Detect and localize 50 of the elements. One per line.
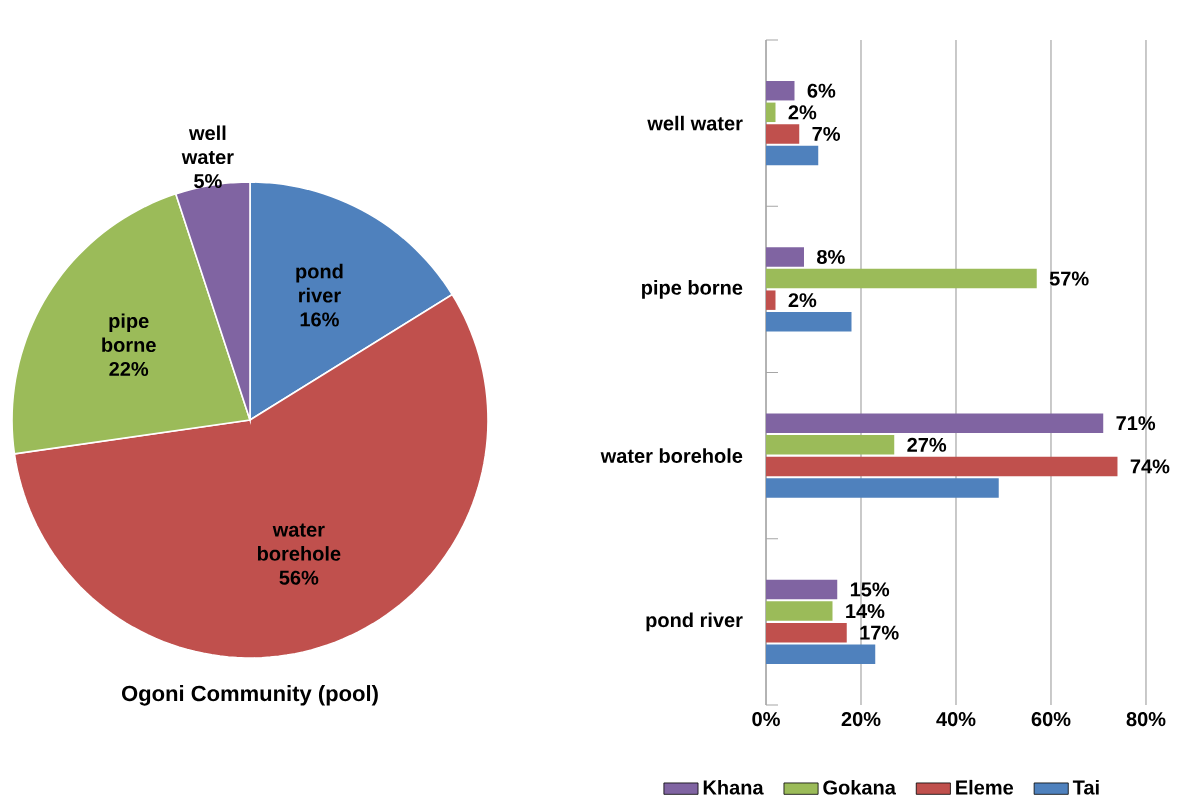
x-tick-label: 60% bbox=[1031, 711, 1071, 727]
bar bbox=[766, 601, 833, 621]
legend-label: Khana bbox=[703, 779, 764, 795]
legend-label: Eleme bbox=[956, 779, 1014, 795]
data-label: 74% bbox=[1130, 459, 1170, 474]
bar bbox=[766, 124, 800, 144]
data-label: 15% bbox=[850, 582, 890, 597]
data-label: 71% bbox=[1116, 415, 1156, 431]
data-label: 14% bbox=[846, 603, 885, 618]
data-label: 7% bbox=[812, 126, 841, 141]
text: Ogoni Community (pool) bbox=[121, 684, 378, 706]
bar bbox=[766, 268, 1037, 289]
data-label: 22% bbox=[109, 361, 149, 376]
data-label: 2% bbox=[788, 105, 817, 120]
data-label: 6% bbox=[807, 83, 836, 98]
bar bbox=[766, 434, 895, 455]
bar bbox=[766, 80, 795, 101]
legend-label: Tai bbox=[1072, 779, 1099, 795]
y-tick-label: well water bbox=[647, 115, 743, 131]
y-tick-label: pipe borne bbox=[642, 279, 743, 299]
x-tick-label: 0% bbox=[752, 711, 780, 727]
data-label: 16% bbox=[300, 312, 339, 327]
data-label: 17% bbox=[860, 625, 899, 640]
bar bbox=[766, 478, 999, 498]
bar bbox=[766, 456, 1118, 476]
bar bbox=[766, 290, 776, 310]
bar bbox=[766, 622, 847, 643]
bar bbox=[766, 644, 876, 664]
bar bbox=[766, 247, 804, 267]
slice-label: pipe borne bbox=[102, 313, 156, 352]
bar bbox=[766, 579, 838, 599]
slice-label: water borehole bbox=[257, 523, 341, 561]
slice-label: pond river bbox=[296, 263, 343, 303]
bar bbox=[766, 102, 776, 122]
x-tick-label: 80% bbox=[1126, 711, 1166, 727]
legend-label: Gokana bbox=[823, 779, 896, 795]
data-label: 56% bbox=[279, 570, 319, 585]
x-tick-label: 40% bbox=[936, 711, 976, 727]
y-tick-label: pond river bbox=[646, 612, 743, 631]
data-label: 5% bbox=[194, 173, 222, 188]
y-tick-label: water borehole bbox=[600, 448, 743, 463]
data-label: 57% bbox=[1049, 271, 1089, 286]
bar bbox=[766, 145, 819, 166]
data-label: 8% bbox=[817, 249, 845, 264]
data-label: 27% bbox=[907, 437, 947, 452]
slice-label: well water bbox=[181, 125, 234, 164]
x-tick-label: 20% bbox=[841, 711, 881, 727]
bar bbox=[766, 311, 852, 332]
data-label: 2% bbox=[788, 292, 817, 308]
bar bbox=[766, 413, 1104, 433]
